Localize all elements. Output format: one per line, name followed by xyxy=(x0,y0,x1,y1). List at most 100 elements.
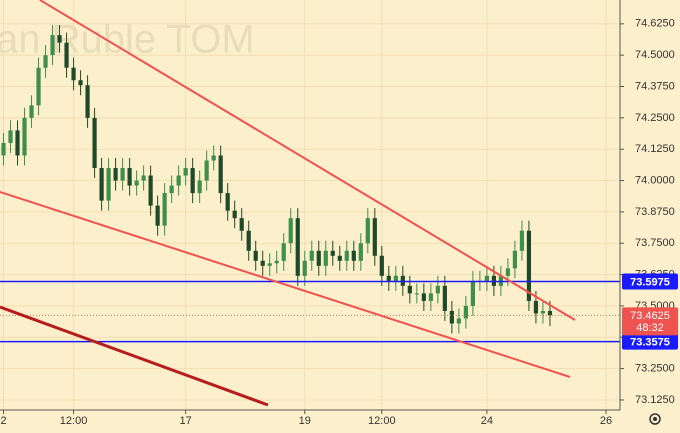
last-price-box xyxy=(622,307,678,336)
candle-body xyxy=(526,230,532,301)
candle-body xyxy=(78,80,83,86)
candle-body xyxy=(92,117,97,169)
candle-body xyxy=(190,168,195,194)
y-tick-label: 74.2500 xyxy=(635,112,675,124)
candle-body xyxy=(344,250,349,261)
candle-body xyxy=(246,230,251,251)
y-tick-label: 73.7500 xyxy=(635,237,675,249)
price-label: 73.3575 xyxy=(630,337,670,349)
candle-body xyxy=(309,250,314,261)
x-tick-label: 12:00 xyxy=(368,415,396,427)
trend-lines xyxy=(0,0,576,407)
y-tick-label: 74.3750 xyxy=(635,80,675,92)
price-label-box xyxy=(622,273,678,290)
candle-body xyxy=(323,250,328,266)
candle-body xyxy=(260,260,265,266)
axis-labels: 73.125073.250073.375073.500073.625073.75… xyxy=(0,18,678,427)
y-tick-label: 73.2500 xyxy=(635,363,675,375)
candle-body xyxy=(225,193,230,211)
x-tick-label: 2 xyxy=(0,415,6,427)
y-tick-label: 74.6250 xyxy=(635,18,675,30)
y-tick-label: 74.5000 xyxy=(635,49,675,61)
candle-body xyxy=(274,260,279,264)
candle-body xyxy=(337,255,342,261)
settings-gear[interactable] xyxy=(649,413,661,425)
candle-body xyxy=(484,275,489,281)
candle-body xyxy=(99,168,104,201)
candle-body xyxy=(288,218,293,244)
candle-body xyxy=(421,293,426,301)
y-tick-label: 73.8750 xyxy=(635,206,675,218)
candle-body xyxy=(64,42,69,68)
candle-body xyxy=(435,285,440,294)
candle-body xyxy=(211,155,216,161)
candle-body xyxy=(71,67,76,81)
candle-body xyxy=(407,285,412,294)
candle-body xyxy=(316,250,321,266)
y-tick-label: 74.0000 xyxy=(635,174,675,186)
candle-body xyxy=(456,318,461,324)
candle-body xyxy=(155,205,160,226)
price-label-box xyxy=(622,333,678,350)
candle-body xyxy=(365,218,370,244)
candle-body xyxy=(22,117,27,156)
candle-body xyxy=(36,67,41,106)
candle-body xyxy=(218,155,223,194)
candle-body xyxy=(183,168,188,176)
candle-body xyxy=(85,85,90,118)
settings-icon[interactable] xyxy=(649,413,661,425)
candle-body xyxy=(414,293,419,295)
candle-body xyxy=(428,293,433,301)
candle-body xyxy=(232,210,237,219)
candle-body xyxy=(120,168,125,181)
candle-body xyxy=(106,168,111,201)
watermark: an Ruble TOM xyxy=(0,18,255,62)
candle-body xyxy=(57,35,62,43)
candle-body xyxy=(15,130,20,156)
trend-line xyxy=(0,305,269,407)
candle-body xyxy=(540,310,546,314)
candle-body xyxy=(442,285,447,311)
candle-body xyxy=(302,260,307,276)
candle-body xyxy=(141,175,146,181)
settings-hub[interactable] xyxy=(653,417,657,421)
x-tick-label: 17 xyxy=(180,415,192,427)
candle-body xyxy=(197,180,202,194)
candle-body xyxy=(162,193,167,226)
candle-body xyxy=(176,175,181,186)
candle-body xyxy=(50,35,55,56)
candles xyxy=(0,25,620,343)
y-tick-label: 73.1250 xyxy=(635,394,675,406)
candle-body xyxy=(281,243,286,261)
candle-body xyxy=(330,250,335,256)
candle-body xyxy=(169,185,174,194)
candle-body xyxy=(463,305,468,319)
candle-body xyxy=(239,218,244,231)
candle-body xyxy=(393,275,398,281)
x-tick-label: 26 xyxy=(600,415,612,427)
candle-body xyxy=(253,250,258,261)
candle-body xyxy=(519,230,525,251)
candle-body xyxy=(547,310,553,316)
candle-body xyxy=(533,300,539,314)
x-tick-label: 24 xyxy=(481,415,493,427)
trend-line xyxy=(0,191,571,378)
countdown-label: 48:32 xyxy=(636,322,664,334)
candle-body xyxy=(372,218,377,256)
price-label: 73.5975 xyxy=(630,276,670,288)
candle-body xyxy=(470,280,475,306)
x-tick-label: 19 xyxy=(299,415,311,427)
candle-body xyxy=(1,142,6,156)
candle-body xyxy=(204,160,209,181)
candle-body xyxy=(358,243,363,261)
candle-body xyxy=(295,218,300,276)
candle-body xyxy=(386,275,391,281)
candle-body xyxy=(379,255,384,276)
y-tick-label: 74.1250 xyxy=(635,143,675,155)
trend-line xyxy=(39,0,576,321)
candle-body xyxy=(134,180,139,186)
last-price-label: 73.4625 xyxy=(630,310,670,322)
x-tick-label: 12:00 xyxy=(60,415,88,427)
